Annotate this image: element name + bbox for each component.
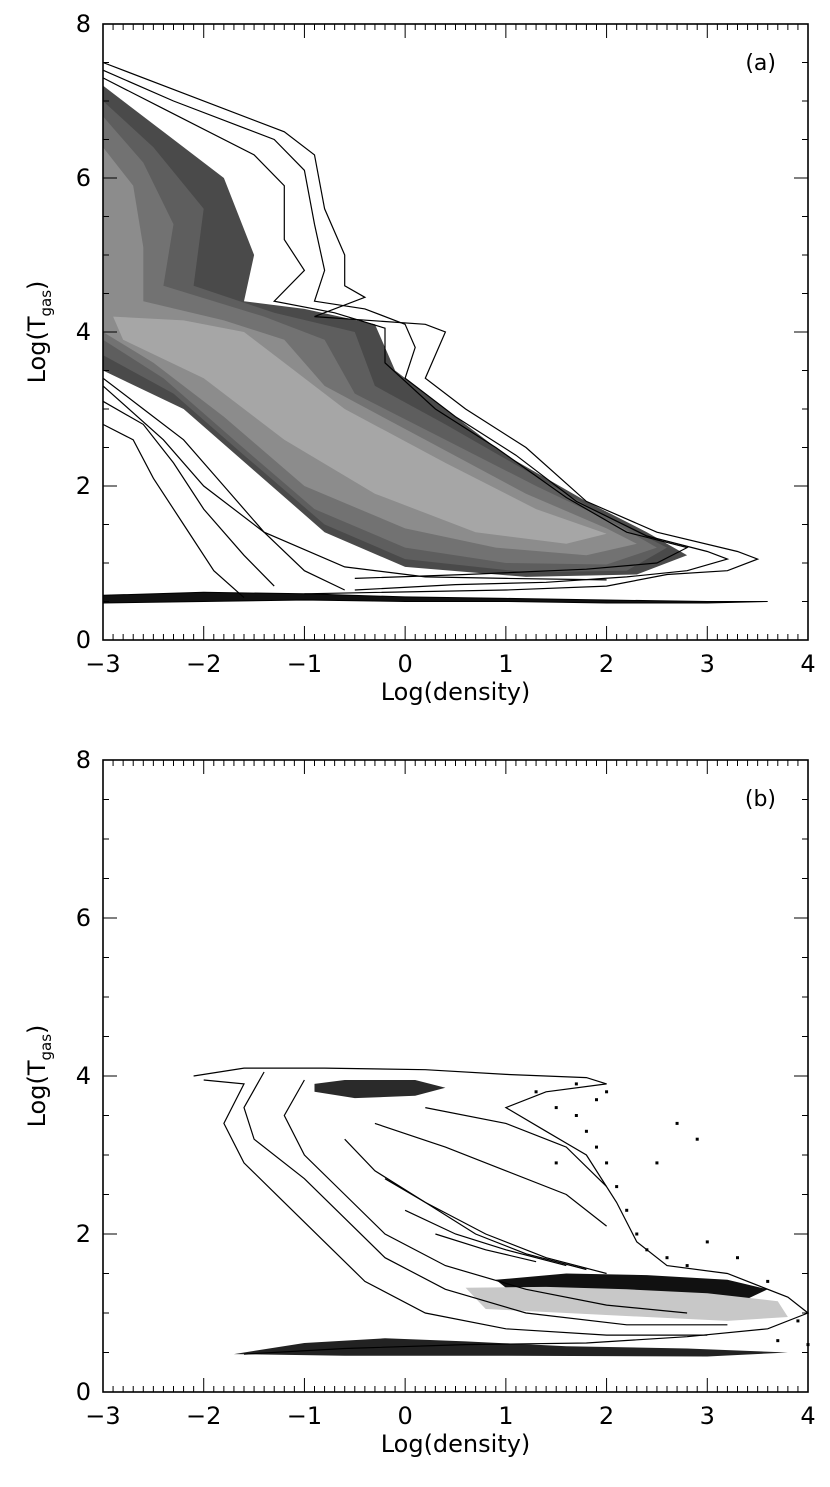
x-tick-label: 2 — [599, 650, 614, 678]
y-tick-label: 6 — [76, 164, 91, 192]
contour-line-1-0 — [193, 1067, 810, 1355]
filled-region-0-4 — [113, 316, 607, 544]
x-tick-label: 4 — [800, 1402, 815, 1430]
scatter-point-1-18 — [675, 1121, 679, 1125]
scatter-point-1-22 — [796, 1319, 800, 1323]
scatter-point-1-12 — [695, 1137, 699, 1141]
scatter-point-1-9 — [645, 1248, 649, 1252]
filled-region-1-2 — [465, 1286, 788, 1321]
contour-line-1-8 — [374, 1122, 607, 1227]
y-tick-label: 2 — [76, 1220, 91, 1248]
contour-line-0-5 — [102, 423, 245, 599]
contour-line-1-2 — [243, 1071, 728, 1326]
scatter-point-1-24 — [776, 1339, 780, 1343]
scatter-point-1-10 — [665, 1256, 669, 1260]
scatter-point-1-14 — [554, 1161, 558, 1165]
filled-region-1-3 — [233, 1338, 788, 1357]
cold-gas-band — [102, 591, 768, 604]
contour-line-1-7 — [435, 1233, 537, 1263]
scatter-point-1-0 — [534, 1090, 538, 1094]
scatter-point-1-20 — [736, 1256, 739, 1260]
x-tick-label: 4 — [800, 650, 815, 678]
x-tick-label: −3 — [85, 650, 120, 678]
y-tick-label: 8 — [76, 10, 91, 38]
x-tick-label: 2 — [599, 1402, 614, 1430]
x-tick-label: 0 — [398, 1402, 413, 1430]
y-tick-label: 0 — [76, 1378, 91, 1406]
x-tick-label: 1 — [498, 1402, 513, 1430]
scatter-point-1-7 — [625, 1208, 629, 1212]
scatter-point-1-21 — [766, 1279, 770, 1283]
y-axis-title-sub: gas — [37, 1034, 55, 1061]
scatter-point-1-8 — [635, 1232, 639, 1236]
scatter-point-1-15 — [605, 1090, 609, 1094]
contour-line-1-3 — [283, 1079, 688, 1314]
scatter-point-1-16 — [574, 1082, 578, 1086]
scatter-point-1-5 — [605, 1161, 609, 1165]
x-tick-label: 0 — [398, 650, 413, 678]
panel-label: (a) — [745, 51, 776, 76]
scatter-point-1-11 — [685, 1264, 689, 1268]
y-tick-label: 0 — [76, 626, 91, 654]
y-axis-title-main: Log(T — [23, 316, 51, 383]
scatter-point-1-1 — [554, 1106, 558, 1110]
x-tick-label: −2 — [186, 650, 221, 678]
y-axis-title-close: ) — [23, 281, 51, 290]
y-axis-title: Log(Tgas) — [23, 1025, 55, 1128]
panel-label: (b) — [745, 787, 776, 812]
contour-line-0-2 — [102, 77, 689, 579]
contour-line-0-0 — [102, 61, 760, 595]
contour-line-1-1 — [203, 1079, 708, 1336]
y-tick-label: 4 — [76, 1062, 91, 1090]
scatter-point-1-19 — [705, 1240, 709, 1244]
filled-region-1-1 — [495, 1273, 768, 1299]
chart-panel-0: −3 −2 −1 0 1 2 3 4 0 2 4 6 8 Log(density) Log(Tgas) (a) — [23, 10, 816, 706]
x-tick-label: 3 — [700, 1402, 715, 1430]
scatter-point-1-17 — [595, 1098, 598, 1102]
contour-line-0-1 — [102, 69, 730, 591]
x-axis-title: Log(density) — [381, 1430, 531, 1458]
x-tick-label: −1 — [287, 1402, 322, 1430]
x-tick-label: −1 — [287, 650, 322, 678]
x-tick-label: −2 — [186, 1402, 221, 1430]
contour-line-0-3 — [102, 377, 345, 591]
y-tick-label: 8 — [76, 746, 91, 774]
scatter-point-1-6 — [615, 1185, 619, 1189]
scatter-point-1-13 — [655, 1161, 659, 1165]
x-axis-title: Log(density) — [381, 678, 531, 706]
x-tick-label: 1 — [498, 650, 513, 678]
contour-line-1-4 — [344, 1138, 607, 1275]
contour-line-1-6 — [404, 1209, 567, 1267]
y-axis-title-main: Log(T — [23, 1060, 51, 1127]
y-axis-title: Log(Tgas) — [23, 281, 55, 384]
x-tick-label: −3 — [85, 1402, 120, 1430]
filled-region-1-0 — [314, 1080, 446, 1099]
y-axis-title-close: ) — [23, 1025, 51, 1034]
y-tick-label: 2 — [76, 472, 91, 500]
y-axis-title-sub: gas — [37, 290, 55, 317]
x-tick-label: 3 — [700, 650, 715, 678]
scatter-point-1-4 — [595, 1145, 598, 1149]
contour-line-0-6 — [102, 385, 607, 581]
contour-line-1-5 — [384, 1178, 587, 1271]
y-tick-label: 4 — [76, 318, 91, 346]
scatter-point-1-3 — [584, 1129, 588, 1133]
contour-line-1-9 — [425, 1107, 608, 1188]
scatter-point-1-2 — [574, 1114, 578, 1117]
chart-panel-1: −3 −2 −1 0 1 2 3 4 0 2 4 6 8 Log(density) Log(Tgas) (b) — [23, 746, 816, 1458]
filled-region-0-1 — [103, 101, 667, 573]
y-tick-label: 6 — [76, 904, 91, 932]
contour-line-0-4 — [102, 400, 275, 587]
